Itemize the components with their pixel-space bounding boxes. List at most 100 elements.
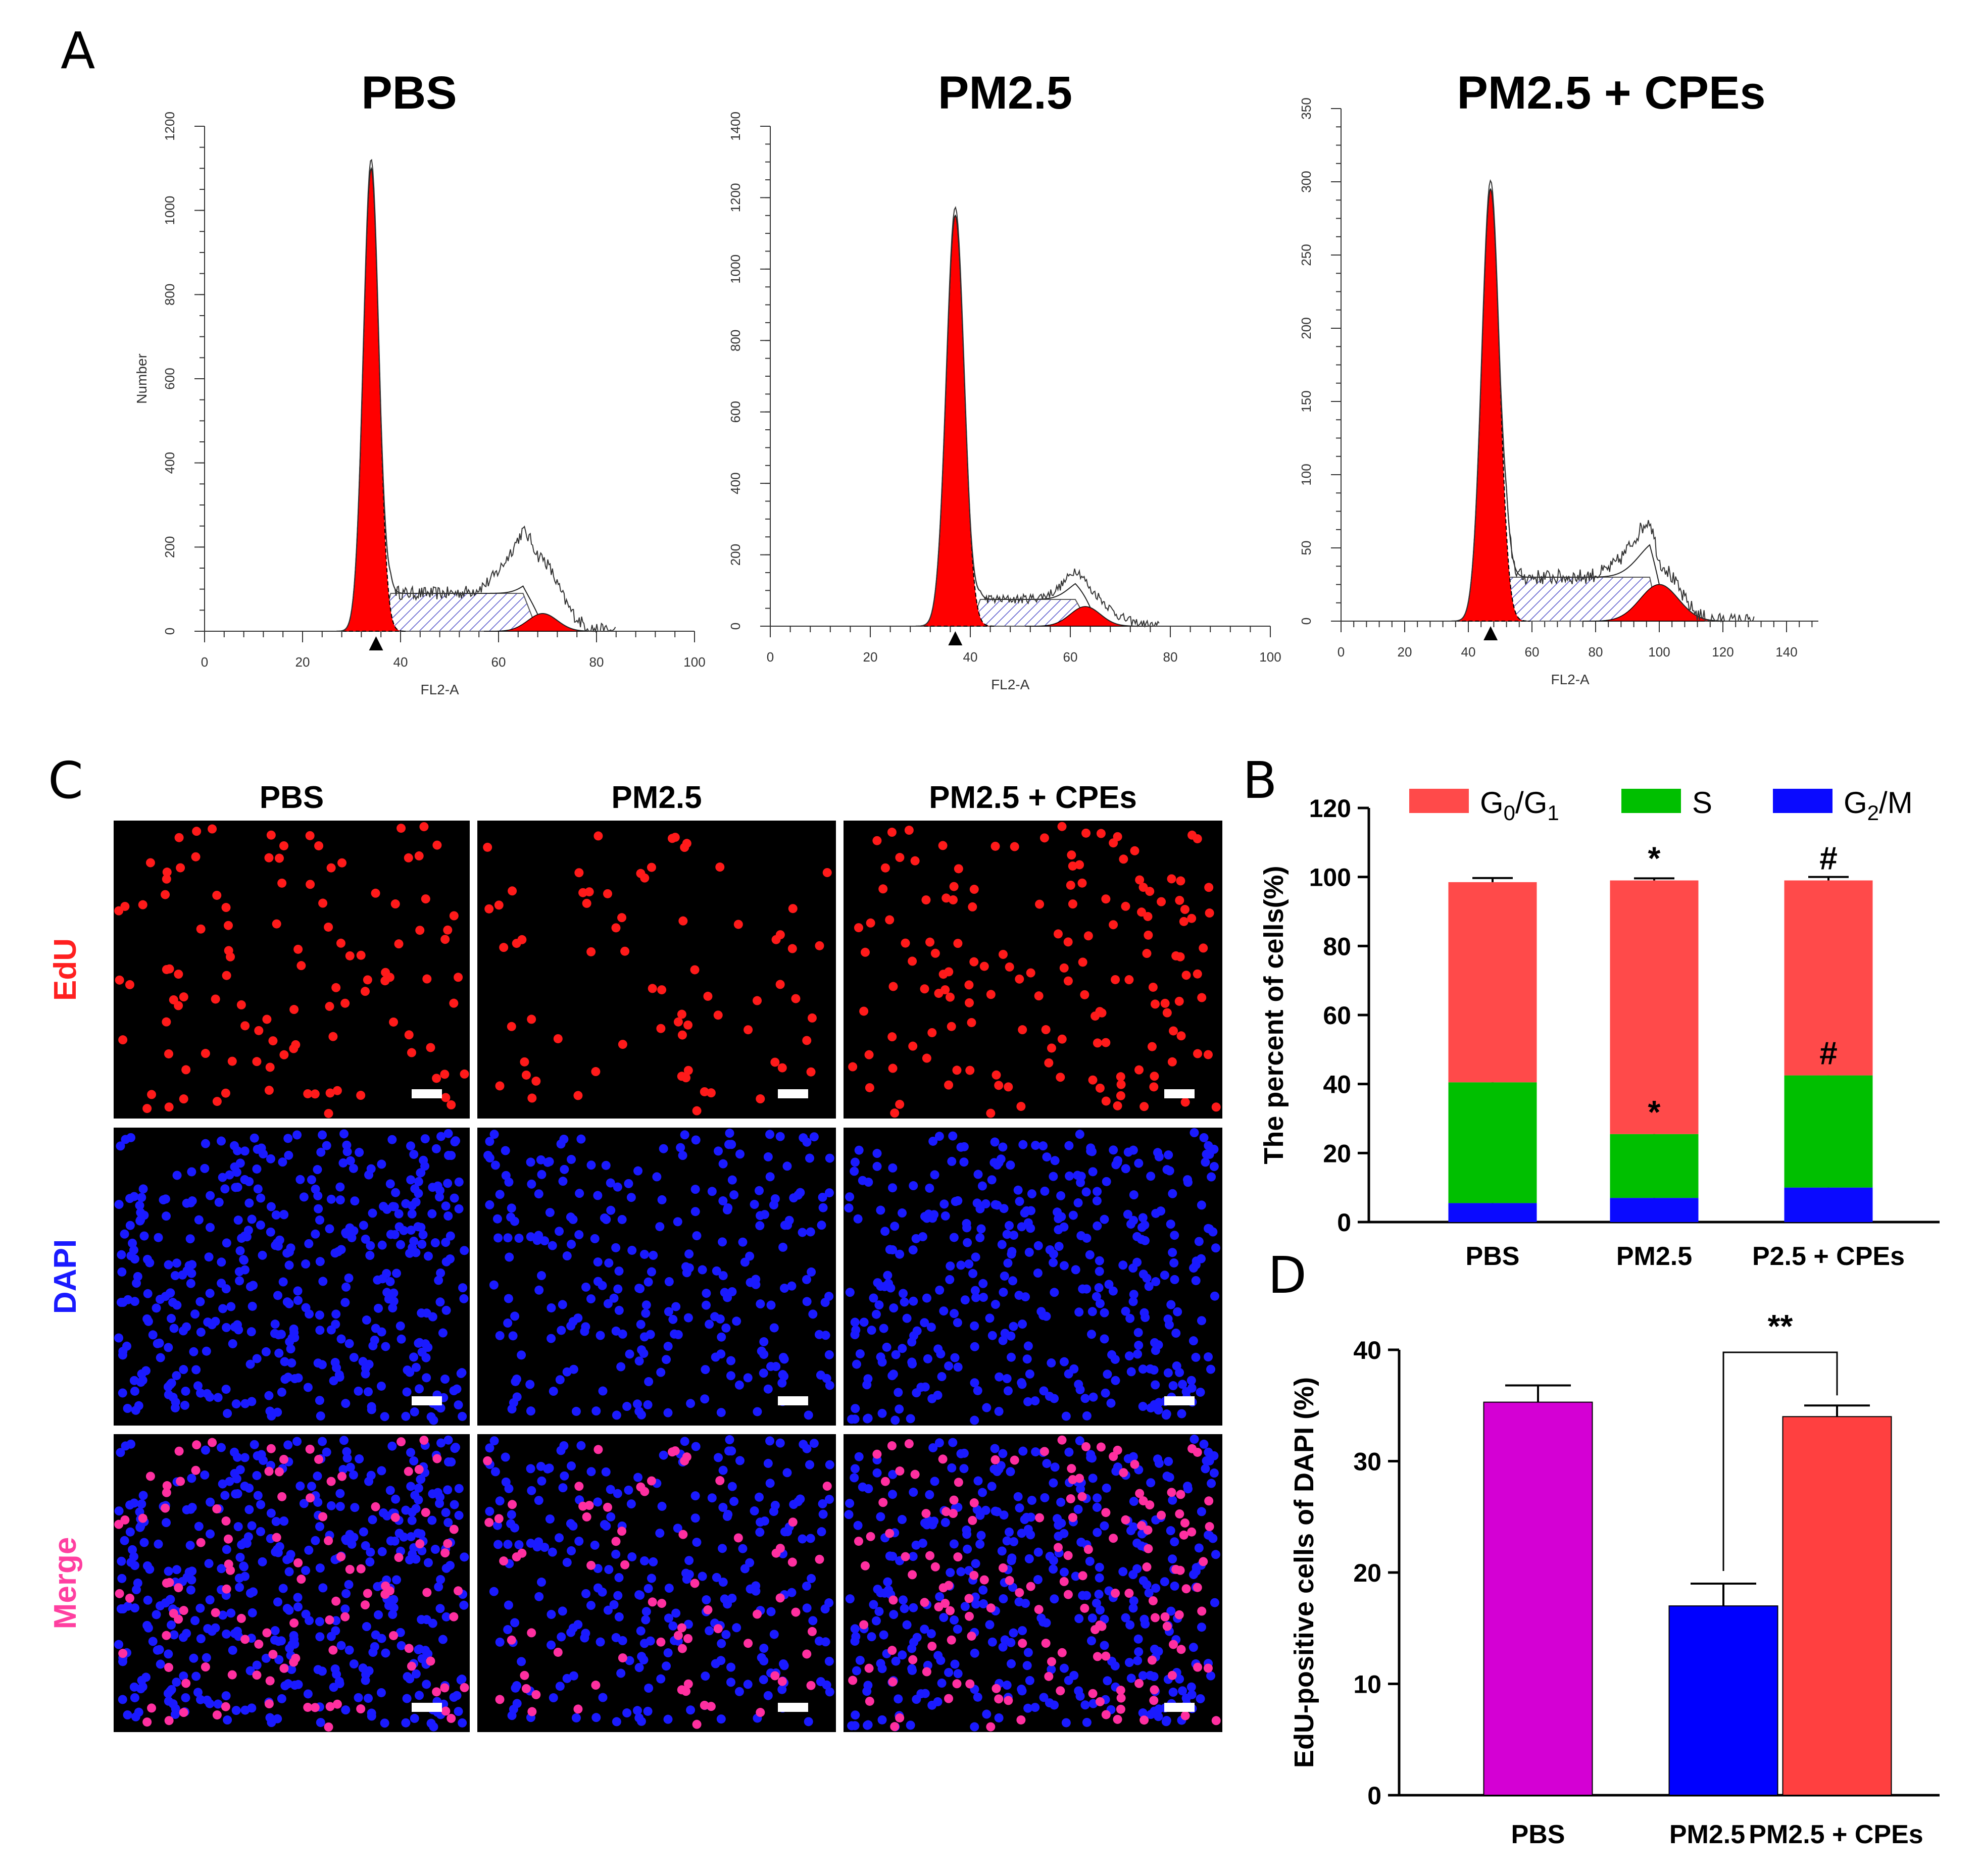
edu-nucleus [775,980,785,989]
bar-segment-g2-m [1610,1198,1699,1222]
dapi-nucleus [1059,1567,1069,1577]
edu-nucleus [1015,974,1024,984]
edu-nucleus [227,1056,237,1066]
merged-nucleus [164,1716,174,1726]
merged-nucleus [986,1722,996,1732]
dapi-nucleus [1049,1172,1058,1181]
dapi-nucleus [495,1637,505,1647]
dapi-nucleus [968,1269,978,1278]
merged-nucleus [611,1537,621,1546]
dapi-nucleus [1061,1411,1071,1421]
dapi-nucleus [956,1260,966,1270]
dapi-nucleus [338,1158,348,1168]
dapi-nucleus [998,1449,1008,1458]
edu-nucleus [161,890,170,899]
y-tick-label: 150 [1299,390,1314,412]
edu-nucleus [165,964,174,974]
edu-nucleus [1150,999,1160,1009]
dapi-nucleus [684,1556,694,1565]
dapi-nucleus [1165,1166,1174,1176]
dapi-nucleus [138,1491,148,1500]
dapi-nucleus [617,1214,627,1224]
dapi-nucleus [671,1302,681,1311]
dapi-nucleus [171,1704,180,1713]
dapi-nucleus [879,1324,888,1333]
merged-nucleus [880,1477,890,1486]
edu-nucleus [573,1091,583,1100]
edu-nucleus [407,1048,416,1057]
merged-nucleus [1035,1513,1045,1523]
dapi-nucleus [368,1515,377,1525]
dapi-nucleus [1100,1214,1109,1224]
dapi-nucleus [315,1617,324,1627]
dapi-nucleus [850,1330,860,1340]
dapi-nucleus [504,1294,513,1303]
dapi-nucleus [284,1260,294,1270]
x-tick-label: 60 [1063,649,1078,665]
edu-nucleus [1083,931,1093,941]
dapi-nucleus [190,1616,200,1626]
edu-nucleus [1167,874,1176,884]
dapi-nucleus [489,1280,499,1290]
merged-nucleus [191,1465,201,1475]
merged-nucleus [1175,1509,1184,1518]
dapi-nucleus [770,1501,780,1510]
dapi-nucleus [877,1357,887,1367]
merged-nucleus [268,1650,278,1659]
dapi-nucleus [766,1607,776,1616]
dapi-nucleus [218,1304,228,1313]
dapi-nucleus [1076,1178,1085,1187]
dapi-nucleus [729,1497,739,1506]
edu-nucleus [306,880,315,889]
dapi-nucleus [726,1678,735,1687]
dapi-nucleus [1100,1334,1109,1344]
edu-nucleus [1176,876,1185,886]
dapi-nucleus [934,1438,944,1448]
dapi-nucleus [367,1405,376,1414]
dapi-nucleus [1170,1275,1179,1284]
dapi-nucleus [287,1358,296,1368]
merged-nucleus [164,1662,173,1672]
edu-nucleus [196,924,206,934]
edu-nucleus [162,868,172,877]
dapi-nucleus [606,1512,616,1522]
merged-nucleus [1211,1716,1221,1726]
dapi-nucleus [358,1357,368,1366]
dapi-nucleus [189,1653,199,1663]
dapi-nucleus [1023,1341,1033,1351]
dapi-nucleus [406,1482,416,1491]
dapi-nucleus [1128,1452,1138,1461]
dapi-nucleus [362,1315,371,1325]
dapi-nucleus [315,1563,325,1573]
dapi-nucleus [536,1271,546,1281]
dapi-nucleus [349,1659,359,1669]
dapi-nucleus [428,1183,437,1192]
dapi-nucleus [423,1251,433,1261]
dapi-nucleus [1128,1603,1138,1613]
dapi-nucleus [335,1182,345,1192]
dapi-nucleus [558,1177,568,1186]
dapi-nucleus [847,1721,857,1731]
merged-nucleus [1101,1508,1111,1517]
dapi-nucleus [1087,1307,1097,1316]
edu-nucleus [1157,897,1166,906]
edu-nucleus [521,1070,531,1080]
edu-nucleus [1134,1065,1144,1075]
merged-nucleus [678,1530,688,1539]
merged-nucleus [227,1670,237,1680]
dapi-nucleus [395,1628,405,1637]
merged-nucleus [1015,1588,1024,1597]
merged-nucleus [201,1662,210,1672]
edu-nucleus [212,890,222,900]
merged-nucleus [221,1702,230,1711]
dapi-nucleus [233,1452,242,1462]
dapi-nucleus [315,1257,325,1266]
edu-nucleus [274,853,284,863]
edu-nucleus [305,831,315,840]
dapi-nucleus [116,1448,125,1457]
dapi-nucleus [825,1687,834,1697]
dapi-nucleus [130,1693,139,1702]
dapi-nucleus [1042,1459,1052,1468]
dapi-nucleus [512,1699,522,1708]
dapi-nucleus [593,1583,603,1593]
